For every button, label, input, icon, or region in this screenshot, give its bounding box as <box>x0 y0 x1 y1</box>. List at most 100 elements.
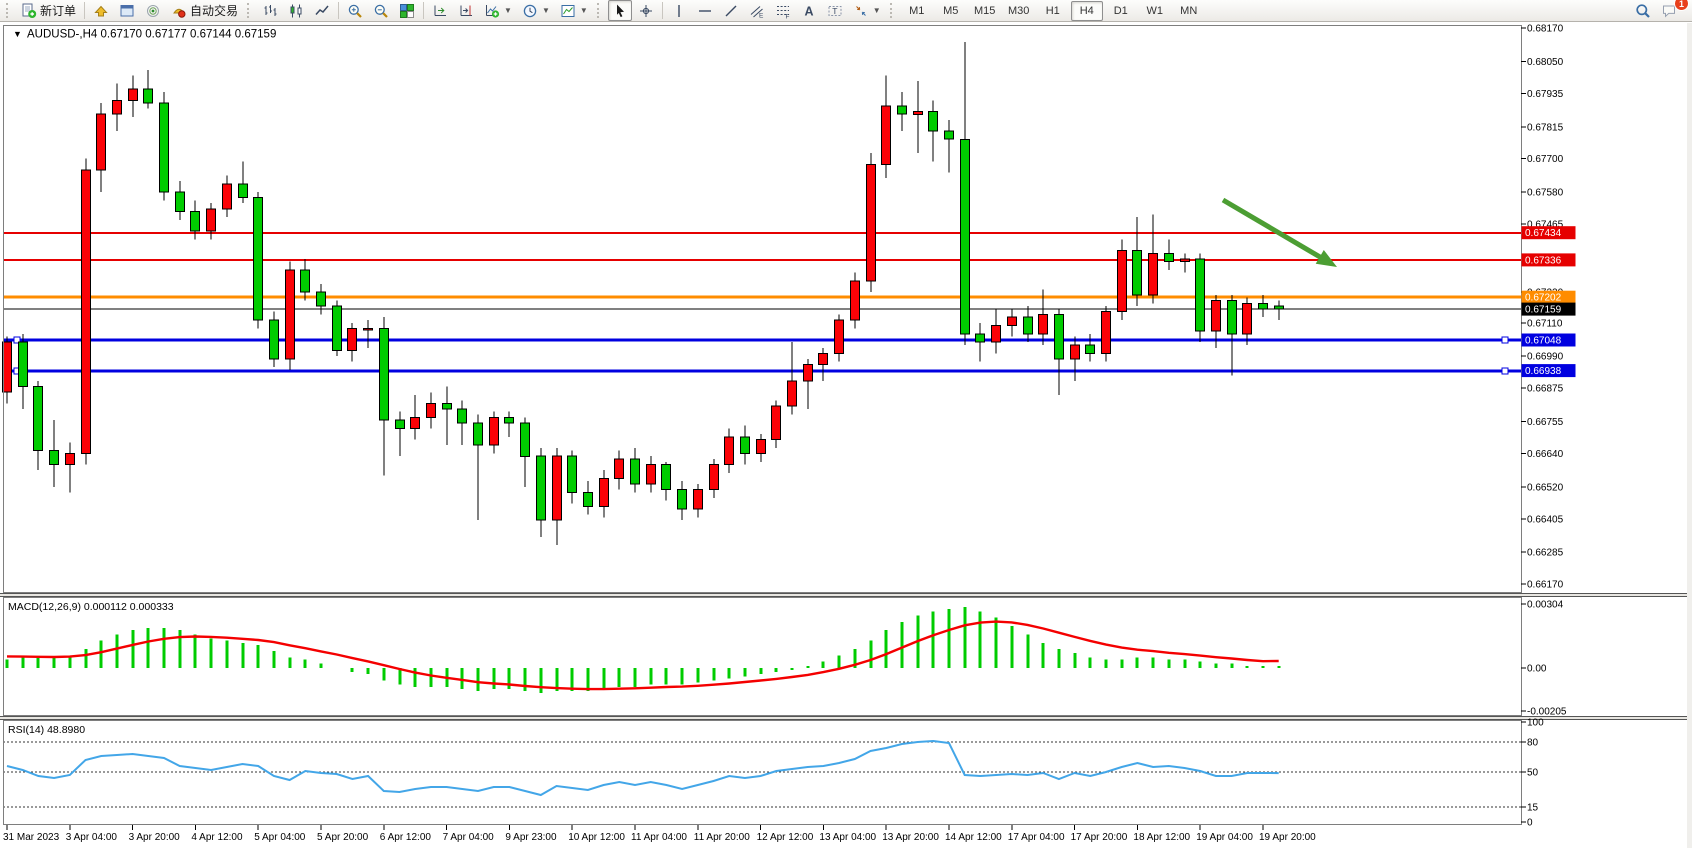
indicators-button[interactable]: ▼ <box>480 0 516 21</box>
price-axis[interactable]: 0.68170 0.68050 0.67935 0.67815 0.67700 0.675… <box>1521 24 1576 829</box>
channel-button[interactable]: E <box>745 0 769 21</box>
signals-button[interactable] <box>141 0 165 21</box>
candle-body <box>96 113 106 171</box>
hline-handle[interactable] <box>1501 367 1509 375</box>
candle-body <box>49 450 59 466</box>
svg-text:0.67202: 0.67202 <box>1525 293 1562 304</box>
chart-window[interactable]: 0.68170 0.68050 0.67935 0.67815 0.67700 0.675… <box>0 23 1692 848</box>
trend-arrow-annotation[interactable] <box>1221 197 1337 267</box>
svg-text:E: E <box>759 12 764 19</box>
panel-separator[interactable] <box>0 593 1692 597</box>
timeframe-button-h4[interactable]: H4 <box>1070 0 1103 21</box>
candle-body <box>897 105 907 115</box>
market-watch-button[interactable] <box>89 0 113 21</box>
vertical-line-button[interactable] <box>667 0 691 21</box>
svg-text:F: F <box>785 13 789 19</box>
svg-text:A: A <box>804 4 813 18</box>
hline-handle[interactable] <box>13 336 21 344</box>
price-badge-0.67202: 0.67202 <box>1521 290 1576 304</box>
fibonacci-button[interactable]: F <box>771 0 795 21</box>
cursor-button[interactable] <box>607 0 632 21</box>
svg-text:0.66938: 0.66938 <box>1525 366 1562 377</box>
price-tick-label: 0.68170 <box>1527 24 1564 35</box>
candle-body <box>599 478 609 507</box>
time-tick-label: 9 Apr 23:00 <box>505 832 557 843</box>
candle-body <box>175 191 185 213</box>
timeframe-button-m5[interactable]: M5 <box>943 4 959 17</box>
candle-chart-button[interactable] <box>284 0 308 21</box>
toolbar-separator <box>84 2 86 19</box>
zoom-out-button[interactable] <box>369 0 393 21</box>
candle-body <box>1258 302 1268 310</box>
time-tick-label: 5 Apr 04:00 <box>254 832 306 843</box>
label-icon: T <box>828 5 842 16</box>
price-tick-label: 0.66520 <box>1527 482 1564 493</box>
auto-scroll-icon <box>434 5 447 16</box>
price-chart[interactable]: 0.68170 0.68050 0.67935 0.67815 0.67700 0.675… <box>0 23 1692 848</box>
timeframe-button-h1[interactable]: H1 <box>1045 4 1060 17</box>
data-window-button[interactable] <box>115 0 139 21</box>
time-axis[interactable]: 31 Mar 2023 3 Apr 04:00 3 Apr 20:00 4 Apr 1… <box>3 825 1316 843</box>
new-order-button[interactable]: 新订单 <box>17 0 80 21</box>
timeframe-button-d1[interactable]: D1 <box>1113 4 1128 17</box>
bar-chart-button[interactable] <box>258 0 282 21</box>
time-tick-label: 19 Apr 04:00 <box>1196 832 1253 843</box>
label-button[interactable]: T <box>823 0 847 21</box>
candle-body <box>1117 250 1127 313</box>
rsi-tick-label: 15 <box>1527 803 1539 814</box>
time-tick-label: 18 Apr 12:00 <box>1133 832 1190 843</box>
candle-body <box>536 455 546 521</box>
timeframe-button-w1[interactable]: W1 <box>1146 4 1163 17</box>
svg-text:0.67048: 0.67048 <box>1525 336 1562 347</box>
timeframe-button-m30[interactable]: M30 <box>1008 4 1030 17</box>
templates-button[interactable]: ▼ <box>556 0 592 21</box>
candle-body <box>159 102 169 193</box>
macd-tick-label: 0.00304 <box>1527 600 1564 611</box>
candle-body <box>457 408 467 424</box>
panel-separator[interactable] <box>0 716 1692 720</box>
candle-body <box>1085 344 1095 354</box>
chart-background <box>0 23 1692 848</box>
zoom-in-button[interactable] <box>343 0 367 21</box>
line-chart-button[interactable] <box>310 0 334 21</box>
candle-body <box>1007 316 1017 327</box>
market-watch-icon <box>94 5 108 16</box>
macd-tick-label: -0.00205 <box>1527 707 1567 718</box>
price-tick-label: 0.66640 <box>1527 449 1564 460</box>
timeframe-button-m15[interactable]: M15 <box>974 4 996 17</box>
candle-body <box>1242 302 1252 335</box>
autotrading-button[interactable]: 自动交易 <box>167 0 242 21</box>
price-tick-label: 0.66875 <box>1527 384 1564 395</box>
rsi-tick-label: 50 <box>1527 768 1539 779</box>
toolbar-grip <box>6 3 12 18</box>
crosshair-button[interactable] <box>634 0 658 21</box>
candle-body <box>756 439 766 454</box>
text-button[interactable]: A <box>797 0 821 21</box>
candle-body <box>928 111 938 132</box>
arrows-button[interactable]: ▼ <box>849 0 885 21</box>
candle-body <box>991 325 1001 343</box>
auto-scroll-button[interactable] <box>428 0 452 21</box>
price-badge-0.67159: 0.67159 <box>1521 302 1576 316</box>
search-button[interactable] <box>1631 0 1655 21</box>
timeframe-button-mn[interactable]: MN <box>1180 4 1198 17</box>
trendline-icon <box>725 5 737 16</box>
tile-windows-button[interactable] <box>395 0 419 21</box>
trendline-button[interactable] <box>719 0 743 21</box>
timeframe-button-m1[interactable]: M1 <box>909 4 925 17</box>
candle-body <box>1180 258 1190 263</box>
candle-body <box>944 130 954 140</box>
time-tick-label: 17 Apr 04:00 <box>1008 832 1065 843</box>
chart-shift-button[interactable] <box>454 0 478 21</box>
candle-body <box>347 327 357 351</box>
candles-icon <box>290 4 302 17</box>
zoom-out-icon <box>374 4 388 18</box>
hline-handle[interactable] <box>1501 336 1509 344</box>
candle-body <box>253 197 263 321</box>
candle-body <box>709 464 719 491</box>
candle-body <box>143 88 153 104</box>
horizontal-line-button[interactable] <box>693 0 717 21</box>
periods-button[interactable]: ▼ <box>518 0 554 21</box>
toolbar-separator <box>661 2 663 19</box>
candle-body <box>1054 313 1064 360</box>
